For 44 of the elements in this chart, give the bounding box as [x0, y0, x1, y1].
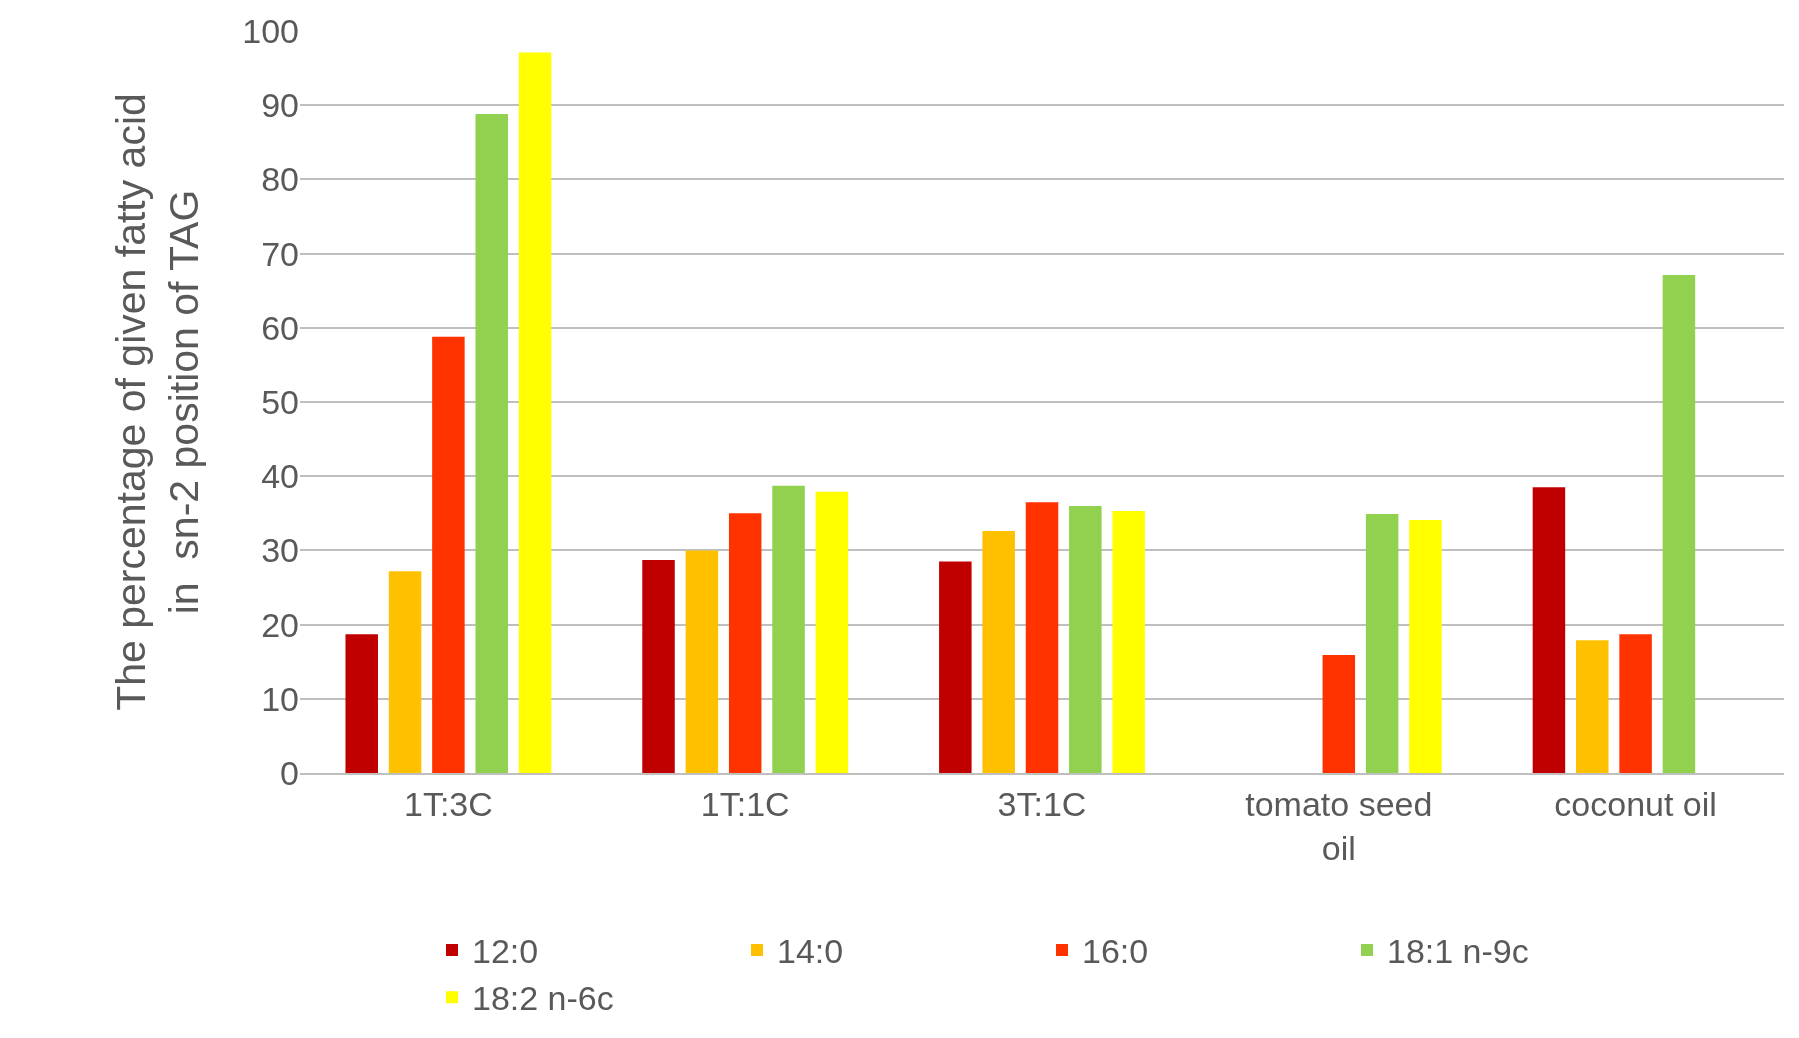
bar: [772, 485, 805, 773]
bar: [685, 550, 719, 773]
bar: [939, 561, 972, 773]
x-tick-label: 3T:1C: [997, 784, 1087, 823]
bar: [432, 336, 465, 773]
legend-label: 12:0: [472, 932, 539, 971]
bar: [345, 634, 378, 773]
y-tick-label: 60: [261, 308, 299, 347]
bar: [1532, 487, 1566, 773]
bar: [518, 52, 552, 773]
y-tick-label: 100: [242, 11, 299, 50]
bar: [1322, 655, 1356, 773]
y-tick-label: 40: [261, 457, 299, 496]
y-tick-label: 0: [280, 753, 299, 792]
bar: [1069, 505, 1102, 773]
y-tick-label: 10: [261, 679, 299, 718]
bar: [1576, 640, 1609, 773]
legend-label: 14:0: [777, 932, 844, 971]
y-tick-label: 50: [261, 382, 299, 421]
legend-label: 18:2 n-6c: [472, 979, 614, 1018]
y-axis-title: The percentage of given fatty acid in sn-2 position of TAG: [108, 93, 208, 711]
bar: [1025, 502, 1059, 773]
x-tick-label: coconut oil: [1554, 784, 1717, 823]
bar: [642, 560, 675, 773]
bar: [1409, 519, 1442, 773]
legend-label: 16:0: [1082, 932, 1149, 971]
y-tick-label: 80: [261, 160, 299, 199]
x-tick-label: 1T:3C: [403, 784, 493, 823]
y-tick-label: 90: [261, 86, 299, 125]
bar: [1112, 511, 1145, 773]
legend-label: 18:1 n-9c: [1387, 932, 1529, 971]
bar: [815, 491, 849, 773]
bar: [1619, 634, 1652, 773]
x-tick-label: 1T:1C: [700, 784, 790, 823]
bar: [728, 513, 762, 773]
y-tick-label: 70: [261, 234, 299, 273]
bar: [1662, 275, 1696, 773]
y-tick-label: 20: [261, 605, 299, 644]
y-tick-label: 30: [261, 531, 299, 570]
x-tick-label: tomato seed oil: [1245, 784, 1433, 867]
bar: [475, 114, 508, 773]
bar: [388, 571, 422, 773]
bar: [1365, 514, 1399, 773]
bar: [982, 531, 1015, 773]
